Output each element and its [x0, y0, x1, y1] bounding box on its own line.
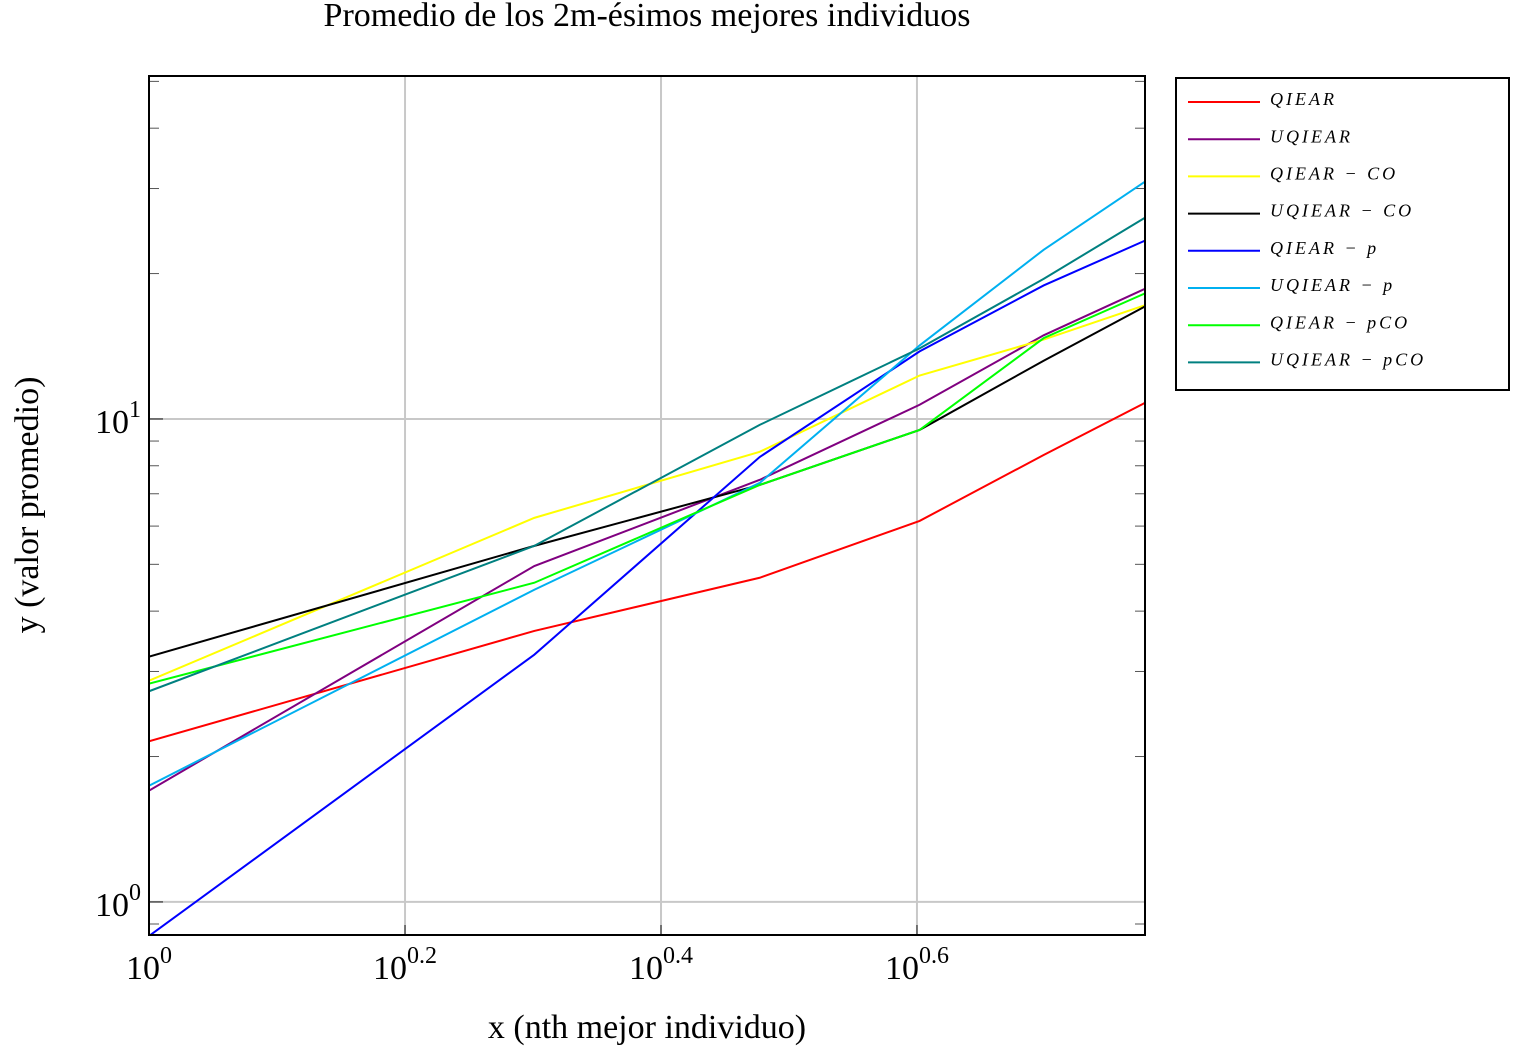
legend: QIEAR UQIEAR QIEAR − CO UQIEAR − CO QIEAR − …	[1188, 89, 1426, 370]
tick-exponent: 0.6	[919, 943, 949, 969]
legend-label: QIEAR	[1270, 89, 1337, 109]
legend-box	[1175, 77, 1510, 391]
legend-label: QIEAR − CO	[1270, 164, 1398, 184]
tick-base: 10	[95, 887, 129, 924]
tick-label: 100.2	[373, 943, 437, 987]
grid	[148, 76, 1145, 935]
legend-label: QIEAR − p	[1270, 238, 1379, 258]
series-line	[149, 292, 1145, 685]
tick-label: 100.4	[629, 943, 693, 987]
series-line	[149, 216, 1145, 693]
tick-exponent: 0.2	[407, 943, 437, 969]
series-line	[149, 180, 1145, 787]
tick-base: 10	[885, 950, 919, 987]
series-line	[149, 401, 1145, 743]
legend-label: QIEAR − pCO	[1270, 312, 1410, 332]
tick-exponent: 0.4	[663, 943, 693, 969]
plot-lines	[149, 180, 1145, 935]
series-line	[149, 239, 1145, 935]
y-axis-label: y (valor promedio)	[9, 377, 46, 634]
legend-label: UQIEAR − CO	[1270, 201, 1414, 221]
plot-frame	[148, 75, 1146, 936]
tick-exponent: 0	[160, 943, 172, 969]
tick-base: 10	[373, 950, 407, 987]
legend-label: UQIEAR − p	[1270, 275, 1395, 295]
tick-exponent: 1	[129, 396, 141, 422]
tick-label: 101	[95, 396, 141, 440]
series-line	[149, 287, 1145, 792]
legend-label: UQIEAR	[1270, 126, 1353, 146]
tick-label: 100	[95, 879, 141, 923]
tick-label: 100	[126, 943, 172, 987]
tick-base: 10	[629, 950, 663, 987]
tick-label: 100.6	[885, 943, 949, 987]
chart-title: Promedio de los 2m-ésimos mejores indivi…	[324, 0, 971, 34]
legend-label: UQIEAR − pCO	[1270, 350, 1426, 370]
tick-exponent: 0	[129, 879, 141, 905]
x-axis-label: x (nth mejor individuo)	[488, 1009, 806, 1046]
tick-base: 10	[95, 404, 129, 441]
tick-base: 10	[126, 950, 160, 987]
